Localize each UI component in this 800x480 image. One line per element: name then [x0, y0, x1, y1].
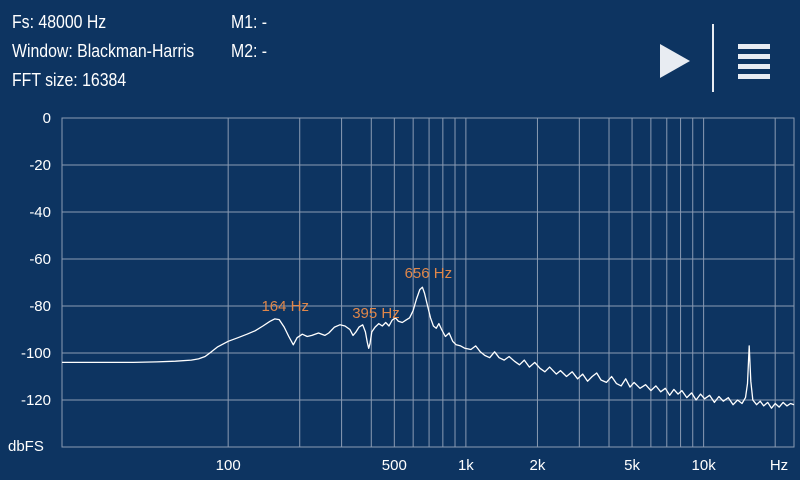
- x-tick-label: 2k: [530, 457, 546, 474]
- x-tick-label: 500: [382, 457, 407, 474]
- x-tick-label: 10k: [692, 457, 717, 474]
- sample-rate-readout: Fs: 48000 Hz: [12, 12, 107, 32]
- y-tick-label: -40: [29, 204, 51, 221]
- y-tick-label: -20: [29, 157, 51, 174]
- play-icon: [660, 44, 690, 78]
- marker-2-readout: M2: -: [231, 41, 268, 61]
- x-tick-label: 5k: [624, 457, 640, 474]
- spectrum-trace: [62, 286, 795, 409]
- y-tick-label: -100: [21, 345, 51, 362]
- peak-label: 395 Hz: [352, 305, 400, 322]
- x-axis-label: Hz: [770, 457, 788, 474]
- x-tick-label: 1k: [458, 457, 474, 474]
- peak-label: 656 Hz: [405, 265, 453, 282]
- y-tick-label: -60: [29, 251, 51, 268]
- peak-label: 164 Hz: [261, 298, 309, 315]
- window-function-readout: Window: Blackman-Harris: [12, 41, 195, 61]
- play-button[interactable]: [652, 38, 698, 84]
- toolbar-divider: [712, 24, 714, 92]
- fft-size-readout: FFT size: 16384: [12, 70, 127, 90]
- x-tick-label: 100: [216, 457, 241, 474]
- marker-1-readout: M1: -: [231, 12, 268, 32]
- y-axis-label: dbFS: [8, 438, 44, 455]
- menu-button[interactable]: [732, 38, 776, 82]
- y-tick-label: -80: [29, 298, 51, 315]
- y-tick-label: -120: [21, 392, 51, 409]
- hamburger-menu-icon: [738, 44, 770, 79]
- y-tick-label: 0: [43, 110, 51, 127]
- plot-frame: [61, 117, 795, 448]
